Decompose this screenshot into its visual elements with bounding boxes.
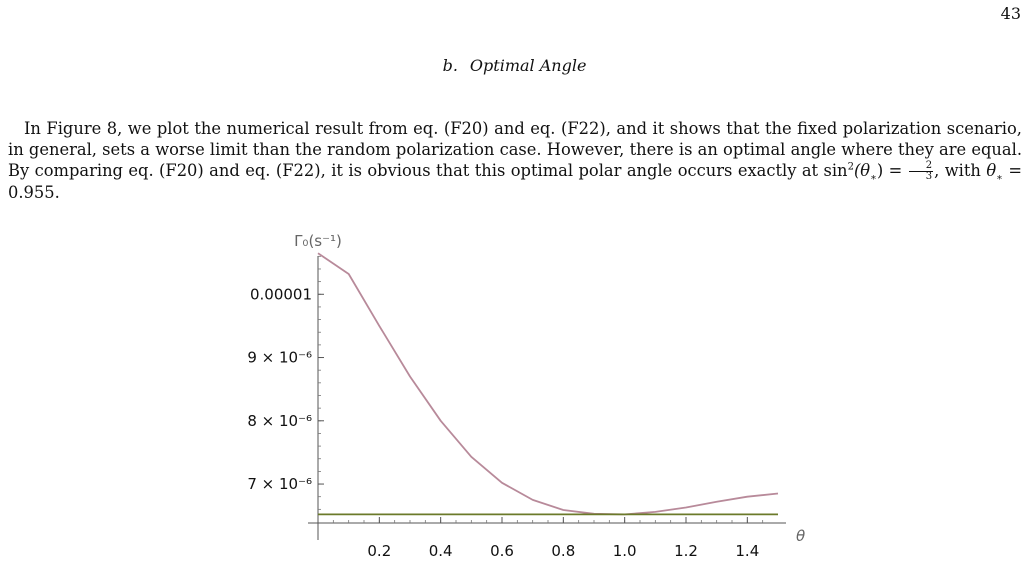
paragraph-text: In Figure 8, we plot the numerical resul… <box>8 119 1022 181</box>
x-tick-label: 0.8 <box>551 542 575 560</box>
math-sin: sin <box>823 161 848 181</box>
math-equals: ) = <box>876 161 908 181</box>
fraction-denominator: 3 <box>925 171 933 183</box>
subsection-title: b. Optimal Angle <box>0 56 1029 75</box>
x-tick-label: 0.2 <box>367 542 391 560</box>
math-star: ∗ <box>870 172 877 184</box>
x-axis-label: θ <box>796 527 805 545</box>
x-tick-label: 1.0 <box>613 542 637 560</box>
x-tick-label: 0.6 <box>490 542 514 560</box>
series-layer <box>317 252 779 516</box>
math-value: = 0.955. <box>8 161 1022 203</box>
math-theta: θ <box>986 161 997 181</box>
math-star-2: ∗ <box>996 172 1003 184</box>
fraction-numerator: 2 <box>908 161 934 173</box>
subsection-label: b. <box>442 56 458 75</box>
axes <box>308 255 786 540</box>
subsection-title-text: Optimal Angle <box>469 56 587 75</box>
paragraph-with: , with <box>934 161 987 181</box>
y-tick-label: 0.00001 <box>250 285 312 303</box>
body-paragraph: In Figure 8, we plot the numerical resul… <box>8 118 1022 203</box>
math-theta-star: (θ <box>853 161 871 181</box>
y-tick-label: 8 × 10⁻⁶ <box>247 412 312 430</box>
x-tick-label: 0.4 <box>429 542 453 560</box>
math-sin-power: 2 <box>847 161 854 173</box>
y-tick-label: 7 × 10⁻⁶ <box>247 475 312 493</box>
x-tick-label: 1.2 <box>674 542 698 560</box>
labels-layer: 0.00001 9 × 10⁻⁶ 8 × 10⁻⁶ 7 × 10⁻⁶ 0.2 0.4 0.6… <box>247 232 805 560</box>
x-tick-label: 1.4 <box>735 542 759 560</box>
y-tick-label: 9 × 10⁻⁶ <box>247 349 312 367</box>
page-number: 43 <box>1000 4 1021 23</box>
series-line-1 <box>317 252 779 516</box>
y-axis-label: Γ₀(s⁻¹) <box>294 232 342 250</box>
